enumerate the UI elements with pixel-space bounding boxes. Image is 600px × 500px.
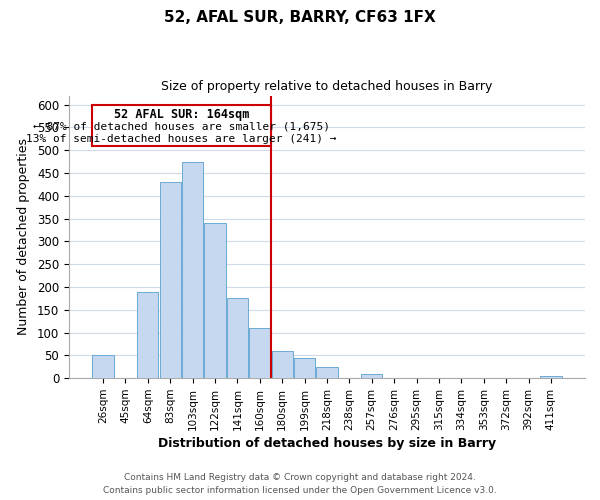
Text: 52, AFAL SUR, BARRY, CF63 1FX: 52, AFAL SUR, BARRY, CF63 1FX [164, 10, 436, 25]
Bar [316, 367, 338, 378]
Bar [540, 376, 562, 378]
Bar [272, 351, 293, 378]
X-axis label: Distribution of detached houses by size in Barry: Distribution of detached houses by size … [158, 437, 496, 450]
Bar [182, 162, 203, 378]
Text: ← 87% of detached houses are smaller (1,675): ← 87% of detached houses are smaller (1,… [33, 121, 330, 131]
Bar [227, 298, 248, 378]
Title: Size of property relative to detached houses in Barry: Size of property relative to detached ho… [161, 80, 493, 93]
Text: 13% of semi-detached houses are larger (241) →: 13% of semi-detached houses are larger (… [26, 134, 337, 144]
Bar [137, 292, 158, 378]
Bar [361, 374, 382, 378]
Y-axis label: Number of detached properties: Number of detached properties [17, 138, 30, 336]
Bar [249, 328, 271, 378]
FancyBboxPatch shape [92, 104, 271, 146]
Bar [160, 182, 181, 378]
Bar [294, 358, 315, 378]
Text: 52 AFAL SUR: 164sqm: 52 AFAL SUR: 164sqm [113, 108, 249, 122]
Bar [92, 356, 113, 378]
Bar [205, 223, 226, 378]
Text: Contains HM Land Registry data © Crown copyright and database right 2024.
Contai: Contains HM Land Registry data © Crown c… [103, 474, 497, 495]
